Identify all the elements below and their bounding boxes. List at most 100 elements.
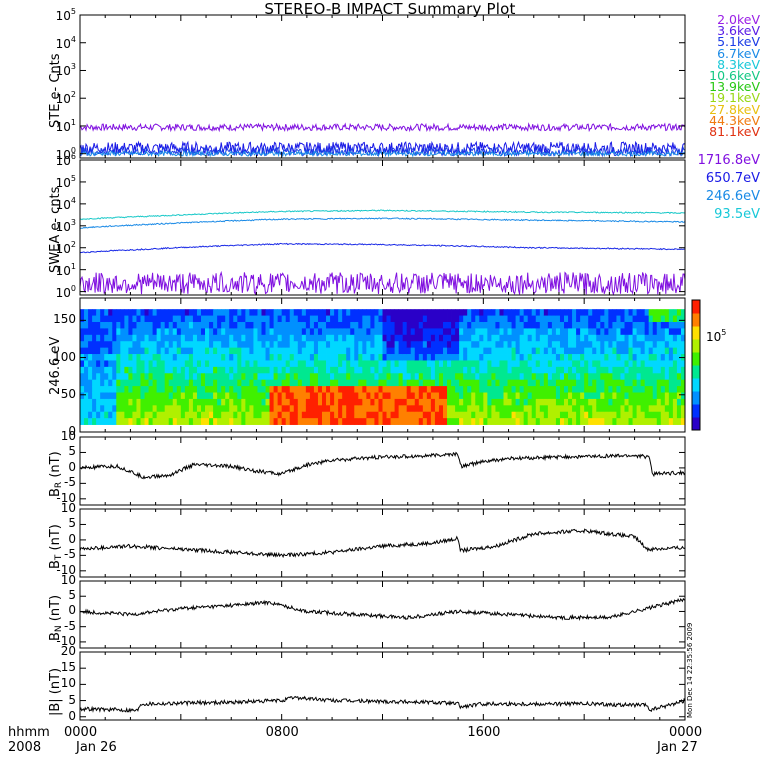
heatmap-cell: [588, 373, 593, 381]
heatmap-cell: [313, 354, 319, 361]
heatmap-cell: [172, 360, 178, 368]
heatmap-cell: [507, 347, 512, 355]
heatmap-cell: [390, 411, 395, 419]
heatmap-cell: [120, 418, 125, 425]
br-panel: [79, 436, 686, 506]
heatmap-cell: [422, 418, 428, 425]
heatmap-cell: [511, 366, 516, 374]
heatmap-cell: [237, 405, 242, 413]
heatmap-cell: [539, 309, 545, 316]
heatmap-cell: [148, 405, 153, 413]
heatmap-cell: [660, 354, 666, 361]
heatmap-cell: [628, 321, 633, 329]
heatmap-cell: [100, 373, 105, 381]
heatmap-cell: [656, 309, 662, 316]
ste-legend-item: 8.3keV: [717, 56, 760, 72]
ste-legend-item: 3.6keV: [717, 23, 760, 39]
heatmap-cell: [612, 315, 617, 323]
heatmap-cell: [564, 315, 569, 323]
heatmap-cell: [301, 341, 307, 349]
heatmap-cell: [132, 366, 137, 374]
heatmap-cell: [443, 405, 448, 413]
heatmap-cell: [390, 334, 395, 342]
heatmap-cell: [382, 405, 387, 413]
heatmap-cell: [495, 411, 500, 419]
heatmap-cell: [438, 347, 444, 355]
heatmap-cell: [176, 398, 182, 406]
heatmap-cell: [100, 366, 105, 374]
heatmap-cell: [245, 354, 250, 361]
heatmap-cell: [612, 386, 617, 393]
heatmap-cell: [261, 386, 266, 393]
heatmap-cell: [644, 315, 650, 323]
heatmap-cell: [418, 309, 424, 316]
heatmap-cell: [88, 334, 93, 342]
heatmap-cell: [221, 354, 226, 361]
heatmap-cell: [342, 418, 347, 425]
heatmap-cell: [213, 334, 218, 342]
heatmap-cell: [640, 321, 646, 329]
heatmap-cell: [350, 392, 355, 400]
heatmap-cell: [475, 334, 480, 342]
heatmap-cell: [289, 398, 295, 406]
heatmap-cell: [160, 315, 166, 323]
heatmap-cell: [438, 366, 444, 374]
heatmap-cell: [330, 328, 335, 336]
heatmap-cell: [156, 379, 162, 387]
heatmap-cell: [624, 315, 629, 323]
heatmap-cell: [612, 418, 617, 425]
heatmap-cell: [624, 354, 629, 361]
heatmap-cell: [596, 315, 601, 323]
heatmap-cell: [434, 405, 440, 413]
heatmap-cell: [176, 315, 182, 323]
heatmap-cell: [160, 341, 166, 349]
heatmap-cell: [152, 373, 158, 381]
heatmap-cell: [168, 328, 174, 336]
heatmap-cell: [217, 405, 222, 413]
heatmap-cell: [559, 418, 565, 425]
heatmap-cell: [330, 392, 335, 400]
heatmap-cell: [112, 341, 117, 349]
heatmap-cell: [402, 328, 408, 336]
heatmap-cell: [600, 341, 605, 349]
heatmap-cell: [568, 360, 573, 368]
heatmap-cell: [229, 373, 234, 381]
heatmap-cell: [249, 379, 254, 387]
heatmap-cell: [636, 398, 642, 406]
heatmap-cell: [430, 321, 436, 329]
heatmap-cell: [313, 334, 319, 342]
heatmap-cell: [237, 315, 242, 323]
heatmap-cell: [338, 411, 343, 419]
heatmap-cell: [140, 328, 145, 336]
heatmap-cell: [160, 373, 166, 381]
heatmap-cell: [225, 334, 230, 342]
heatmap-cell: [245, 321, 250, 329]
heatmap-cell: [136, 360, 141, 368]
heatmap-cell: [443, 328, 448, 336]
heatmap-cell: [201, 341, 206, 349]
heatmap-cell: [636, 366, 642, 374]
heatmap-cell: [350, 398, 355, 406]
heatmap-cell: [346, 360, 351, 368]
heatmap-cell: [289, 411, 295, 419]
heatmap-cell: [217, 418, 222, 425]
heatmap-cell: [305, 418, 311, 425]
heatmap-cell: [148, 347, 153, 355]
heatmap-cell: [112, 309, 117, 316]
heatmap-cell: [342, 309, 347, 316]
heatmap-cell: [92, 405, 97, 413]
heatmap-cell: [664, 309, 670, 316]
heatmap-cell: [414, 347, 420, 355]
heatmap-cell: [92, 418, 97, 425]
heatmap-cell: [576, 373, 581, 381]
heatmap-cell: [507, 392, 512, 400]
heatmap-cell: [326, 392, 331, 400]
heatmap-cell: [535, 379, 541, 387]
heatmap-cell: [680, 366, 686, 374]
heatmap-cell: [108, 366, 113, 374]
heatmap-cell: [463, 360, 468, 368]
heatmap-cell: [608, 366, 613, 374]
heatmap-cell: [269, 405, 274, 413]
series-line: [79, 209, 686, 221]
y-tick-label: 0: [68, 531, 76, 546]
